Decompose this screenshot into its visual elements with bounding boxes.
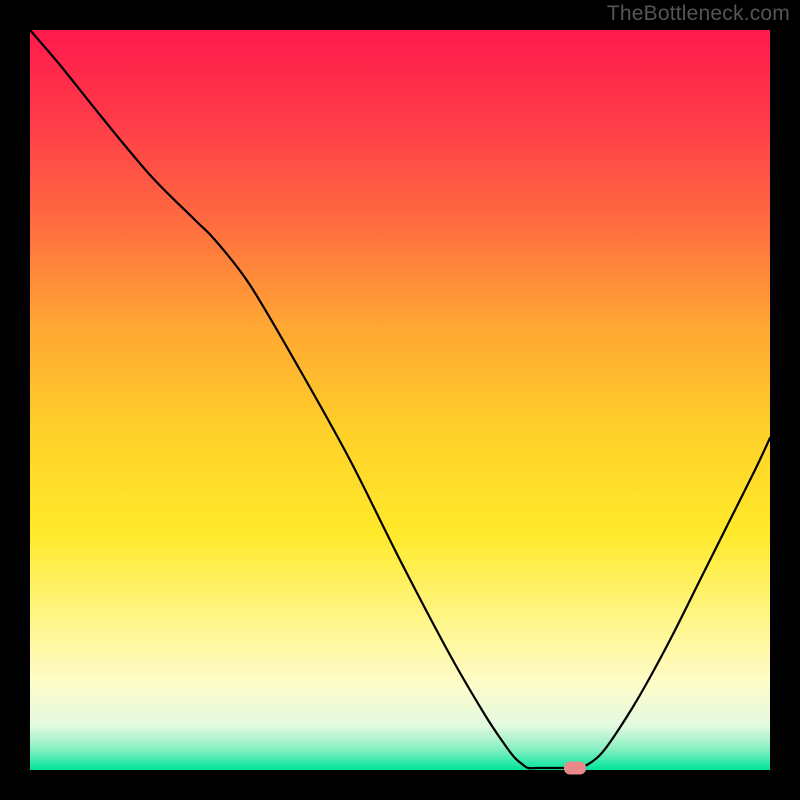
bottleneck-chart [0,0,800,800]
chart-frame: TheBottleneck.com [0,0,800,800]
watermark-text: TheBottleneck.com [607,2,790,26]
optimum-marker [564,762,586,775]
